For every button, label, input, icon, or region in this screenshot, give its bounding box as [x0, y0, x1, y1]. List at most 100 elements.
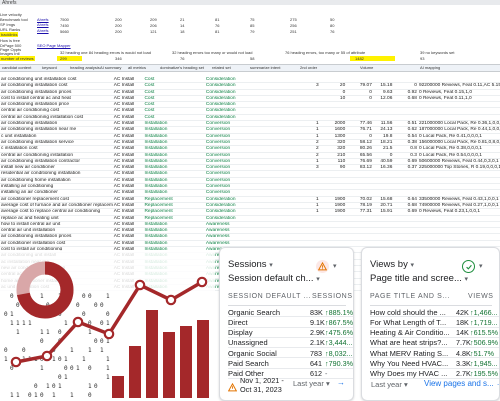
side-note: URL Ranks [0, 27, 21, 32]
chevron-down-icon[interactable]: ▾ [333, 263, 337, 270]
binary-digit: 0 [10, 365, 14, 372]
sheet-subheader-label: dominatize's heading set [160, 65, 204, 70]
column-header[interactable]: VIEWS [468, 293, 494, 300]
sheet-link[interactable]: Ahrefs [37, 17, 49, 22]
table-row[interactable]: Why You Need HVAC... 3.3K ↑1,945... [370, 358, 499, 369]
check-circle-icon[interactable] [462, 260, 475, 273]
row-value: 783 [310, 348, 322, 358]
table-cell: AC Install [112, 221, 144, 229]
table-cell: Consideration [204, 107, 298, 115]
sheet-subheader-label: related set [212, 65, 231, 70]
sheet-subheader-label: summarize intent [250, 65, 281, 70]
table-cell [297, 77, 320, 84]
binary-digit: 1 [52, 356, 56, 363]
binary-digit: 1 [88, 329, 92, 336]
donut-slice [16, 261, 74, 319]
table-row[interactable]: Organic Search 83K ↑885.1% [228, 306, 353, 318]
table-row: c unit installation AC Install Installatio… [0, 133, 500, 140]
table-cell: 10 [319, 95, 347, 103]
table-row[interactable]: For What Length of T... 18K ↑1,719... [370, 316, 499, 328]
highlight-number: 76 [180, 56, 185, 61]
table-cell [393, 114, 418, 122]
period-dropdown[interactable]: Last year ▾ [371, 380, 408, 389]
table-cell [319, 240, 347, 248]
sheet-number-cell: 14 [180, 23, 185, 28]
table-row[interactable]: Display 2.9K ↑475.6% [228, 327, 353, 338]
table-cell: average cost of furnace and air conditio… [0, 202, 113, 210]
row-change: - [325, 369, 328, 379]
table-cell: air conditioning installation [0, 120, 113, 128]
sheet-subheader-label: all metrics [128, 65, 147, 70]
table-cell [319, 189, 347, 197]
dropdown-arrow-icon[interactable]: ▾ [464, 276, 469, 283]
row-change: ↑8,032... [325, 348, 353, 358]
side-note: Images Intl [0, 51, 20, 56]
table-row: air conditioning installation AC Install I… [0, 120, 500, 128]
sheet-link[interactable]: Ahrefs [37, 22, 49, 27]
row-label: Unassigned [228, 338, 268, 348]
table-row[interactable]: Heating & Air Conditio... 14K ↑615.5% [370, 327, 499, 338]
sheet-link[interactable]: SEO Page Mapper [37, 43, 71, 48]
table-cell: AC Install [112, 240, 144, 248]
dropdown-arrow-icon[interactable]: ▾ [410, 262, 414, 269]
table-cell: 70.02 [346, 196, 373, 203]
sheet-subheader-label: heading analysis [70, 65, 100, 70]
table-cell: Awareness [204, 227, 298, 235]
sheet-link[interactable]: Ahrefs [37, 28, 49, 33]
dropdown-arrow-icon[interactable]: ▾ [269, 262, 273, 269]
table-row: air conditioning installation prices AC I… [0, 233, 500, 241]
arrow-right-icon[interactable]: → [337, 378, 345, 387]
highlight-number: 299 [60, 56, 67, 61]
table-cell: 1 [297, 158, 320, 166]
table-row[interactable]: Paid Other 612- [228, 368, 353, 380]
table-cell: 65.56 [346, 152, 373, 159]
table-cell: Installation [143, 189, 205, 197]
table-cell: Installation [143, 139, 205, 147]
table-row[interactable]: Unassigned 2.1K ↑3,444... [228, 337, 353, 349]
table-cell [372, 177, 394, 185]
table-row[interactable]: How cold should the ... 42K ↑1,466... [370, 306, 499, 318]
table-cell: install new air conditioner [0, 164, 113, 172]
dropdown-arrow-icon[interactable]: ▾ [316, 276, 320, 283]
table-row[interactable]: Direct 9.1K ↑867.5% [228, 316, 353, 328]
table-row[interactable]: Why Does my HVAC ... 2.7K ↑195.5% [370, 368, 499, 380]
table-cell: Consideration [204, 202, 298, 210]
table-row[interactable]: What MERV Rating S... 4.8K ↑51.7% [370, 347, 499, 359]
binary-digit: 1 [58, 383, 62, 390]
view-pages-link[interactable]: View pages and s... → [424, 379, 499, 388]
table-row[interactable]: Organic Social 783 ↑8,032... [228, 347, 353, 359]
bar-mark [112, 376, 124, 398]
table-cell: 1 [297, 126, 320, 134]
table-cell: 79.07 [346, 82, 373, 90]
table-cell: 11.56 [372, 120, 394, 128]
card-subtitle[interactable]: Page title and scree... ▾ [370, 273, 469, 284]
bar-chart-graphic [112, 310, 209, 398]
table-cell [417, 114, 500, 122]
table-cell [297, 101, 320, 109]
bar-mark [146, 310, 158, 398]
row-value: 4.8K [456, 348, 471, 358]
table-row[interactable]: What are heat strips?... 7.7K ↑506.9% [370, 337, 499, 349]
binary-digit: 1 [106, 374, 110, 381]
table-cell [417, 101, 500, 109]
chevron-down-icon[interactable]: ▾ [479, 263, 483, 270]
card-subtitle[interactable]: Session default ch... ▾ [228, 273, 320, 284]
table-row[interactable]: Paid Search 641 ↑790.3% [228, 358, 353, 369]
binary-digit: 0 [88, 320, 92, 327]
table-cell: cost to install central ac and heat [0, 95, 113, 103]
table-cell: central air conditioning installation co… [0, 114, 113, 122]
row-value: 18K [456, 317, 469, 327]
table-cell: 0 [393, 82, 418, 90]
side-label: number of reviews [0, 56, 35, 61]
row-label: Why Does my HVAC ... [370, 369, 448, 379]
sheet-number-cell: 21 [180, 17, 185, 22]
sheet-title: Ahrefs [2, 0, 17, 6]
period-dropdown[interactable]: Last year ▾ [293, 379, 330, 388]
table-cell [297, 221, 320, 229]
warning-triangle-icon[interactable] [316, 260, 329, 273]
table-row: installing air conditioning AC Install Ins… [0, 183, 500, 191]
column-header[interactable]: SESSIONS [312, 293, 353, 300]
table-cell: Consideration [204, 89, 298, 96]
table-cell: air conditioning unit installation cost [0, 77, 113, 84]
binary-digit: 1 [70, 347, 74, 354]
